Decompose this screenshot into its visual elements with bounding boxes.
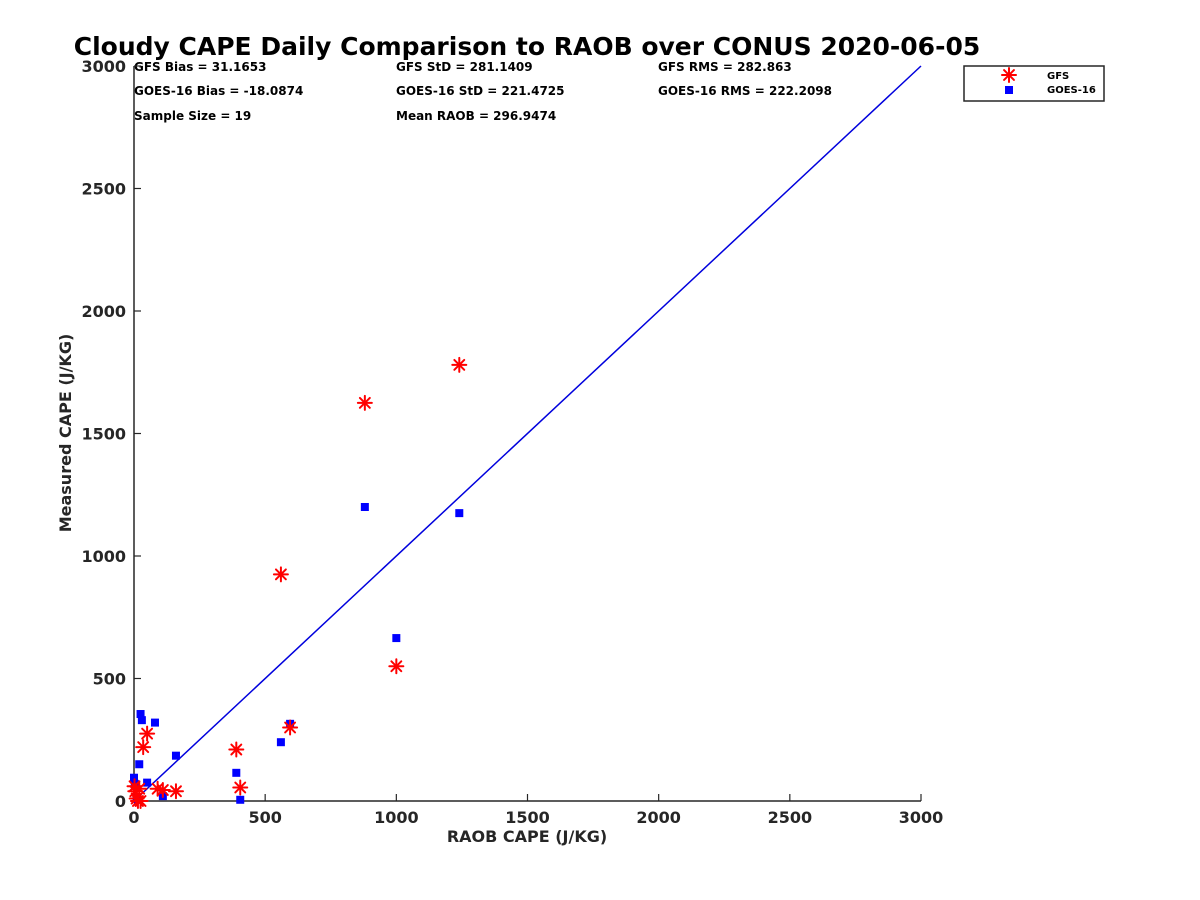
goes-16-point [137, 716, 146, 725]
stat-goes-bias: GOES-16 Bias = -18.0874 [134, 84, 303, 98]
goes-16-point [276, 738, 285, 747]
gfs-point [131, 780, 148, 797]
stat-gfs-rms: GFS RMS = 282.863 [658, 60, 792, 74]
legend-gfs-asterisk [1001, 67, 1017, 83]
stat-mean-raob: Mean RAOB = 296.9474 [396, 109, 556, 123]
gfs-point [228, 741, 245, 758]
legend: GFS GOES-16 [963, 65, 1105, 102]
x-tick-label: 3000 [899, 808, 944, 827]
chart-title: Cloudy CAPE Daily Comparison to RAOB ove… [74, 32, 980, 61]
gfs-point [388, 658, 405, 675]
goes-16-point [360, 503, 369, 511]
gfs-point [232, 779, 249, 796]
x-axis-label: RAOB CAPE (J/KG) [447, 827, 607, 846]
goes-16-point [130, 773, 138, 782]
stat-goes-std: GOES-16 StD = 221.4725 [396, 84, 565, 98]
goes-16-point [392, 634, 401, 643]
x-tick-label: 2500 [768, 808, 813, 827]
gfs-point [132, 793, 149, 809]
legend-goes-label: GOES-16 [1047, 85, 1096, 96]
legend-gfs-marker [1001, 67, 1017, 83]
legend-goes-marker [1005, 86, 1013, 94]
y-tick-label: 500 [93, 670, 126, 689]
gfs-point [356, 394, 373, 411]
gfs-point [167, 783, 184, 800]
data-points [126, 356, 468, 809]
goes-16-point [136, 710, 145, 719]
one-to-one-line [133, 65, 922, 802]
gfs-point [451, 356, 468, 373]
x-tick-label: 2000 [636, 808, 681, 827]
legend-box [963, 65, 1105, 102]
stat-sample-size: Sample Size = 19 [134, 109, 251, 123]
gfs-point [135, 739, 152, 756]
y-tick-label: 0 [115, 792, 126, 811]
y-tick-label: 2000 [81, 302, 126, 321]
goes-16-point [232, 768, 241, 777]
y-tick-label: 2500 [81, 180, 126, 199]
y-tick-label: 1000 [81, 547, 126, 566]
x-ticks: 0 500 1000 1500 2000 2500 3000 [128, 794, 943, 827]
reference-line [133, 65, 922, 802]
goes-16-point [236, 795, 245, 804]
x-tick-label: 500 [248, 808, 281, 827]
stat-goes-rms: GOES-16 RMS = 222.2098 [658, 84, 832, 98]
gfs-point [282, 719, 299, 736]
y-tick-label: 3000 [81, 57, 126, 76]
goes-16-point [135, 760, 144, 769]
y-tick-label: 1500 [81, 425, 126, 444]
stat-gfs-bias: GFS Bias = 31.1653 [134, 60, 266, 74]
gfs-point [272, 566, 289, 583]
x-tick-label: 0 [128, 808, 139, 827]
goes-16-point [143, 778, 152, 787]
stats-block: GFS Bias = 31.1653 GFS StD = 281.1409 GF… [134, 60, 832, 123]
goes-16-point [171, 751, 180, 760]
stat-gfs-std: GFS StD = 281.1409 [396, 60, 533, 74]
goes-16-point [150, 718, 159, 727]
x-tick-label: 1000 [374, 808, 419, 827]
y-axis-label: Measured CAPE (J/KG) [56, 334, 75, 533]
gfs-point [154, 781, 171, 798]
legend-gfs-label: GFS [1047, 71, 1069, 82]
gfs-point [139, 725, 156, 742]
x-tick-label: 1500 [505, 808, 550, 827]
goes-16-point [455, 509, 464, 518]
y-ticks: 0 500 1000 1500 2000 2500 3000 [81, 57, 141, 811]
